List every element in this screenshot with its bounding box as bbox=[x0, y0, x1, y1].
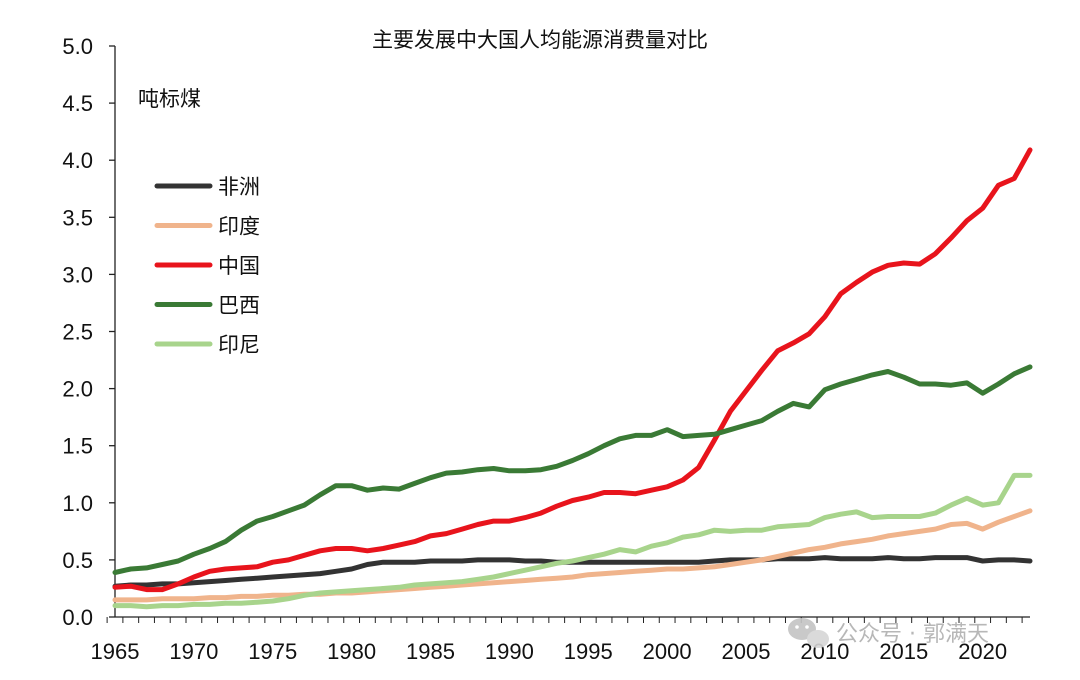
y-tick-label: 3.0 bbox=[62, 262, 93, 287]
x-tick-label: 2005 bbox=[722, 639, 771, 664]
x-tick-label: 1975 bbox=[248, 639, 297, 664]
x-tick-label: 1995 bbox=[564, 639, 613, 664]
y-tick-label: 2.5 bbox=[62, 320, 93, 345]
legend-label: 印尼 bbox=[218, 333, 260, 357]
y-tick-label: 0.5 bbox=[62, 548, 93, 573]
x-tick-label: 2000 bbox=[643, 639, 692, 664]
x-tick-label: 2020 bbox=[958, 639, 1007, 664]
series-line-印尼 bbox=[112, 472, 1033, 610]
y-tick-label: 1.5 bbox=[62, 434, 93, 459]
y-tick-label: 0.0 bbox=[62, 605, 93, 630]
legend-label: 印度 bbox=[218, 215, 260, 239]
series-layer bbox=[112, 147, 1033, 610]
watermark-text: 公众号 · 郭满天 bbox=[836, 622, 989, 647]
x-tick-label: 1980 bbox=[327, 639, 376, 664]
chart-title: 主要发展中大国人均能源消费量对比 bbox=[372, 28, 708, 52]
x-tick-label: 1970 bbox=[169, 639, 218, 664]
legend-label: 非洲 bbox=[218, 175, 260, 199]
series-line-印度 bbox=[112, 508, 1033, 603]
y-tick-label: 3.5 bbox=[62, 205, 93, 230]
wechat-icon bbox=[788, 618, 829, 648]
x-tick-label: 2015 bbox=[879, 639, 928, 664]
x-tick-label: 1965 bbox=[91, 639, 140, 664]
series-line-中国 bbox=[112, 147, 1033, 593]
x-tick-label: 1990 bbox=[485, 639, 534, 664]
axes: 0.0 0.5 1.0 1.5 2.0 2.5 3.0 3.5 4.0 4.5 5.0 1965 197… bbox=[62, 34, 1030, 664]
legend-label: 巴西 bbox=[218, 294, 260, 318]
y-tick-label: 5.0 bbox=[62, 34, 93, 59]
x-tick-label: 1985 bbox=[406, 639, 455, 664]
y-tick-label: 4.0 bbox=[62, 148, 93, 173]
legend-label: 中国 bbox=[218, 254, 260, 278]
y-tick-label: 2.0 bbox=[62, 377, 93, 402]
y-tick-label: 1.0 bbox=[62, 491, 93, 516]
y-tick-label: 4.5 bbox=[62, 91, 93, 116]
series-line-巴西 bbox=[112, 364, 1033, 575]
watermark: 公众号 · 郭满天 bbox=[788, 618, 989, 648]
y-axis-unit-label: 吨标煤 bbox=[138, 87, 201, 111]
